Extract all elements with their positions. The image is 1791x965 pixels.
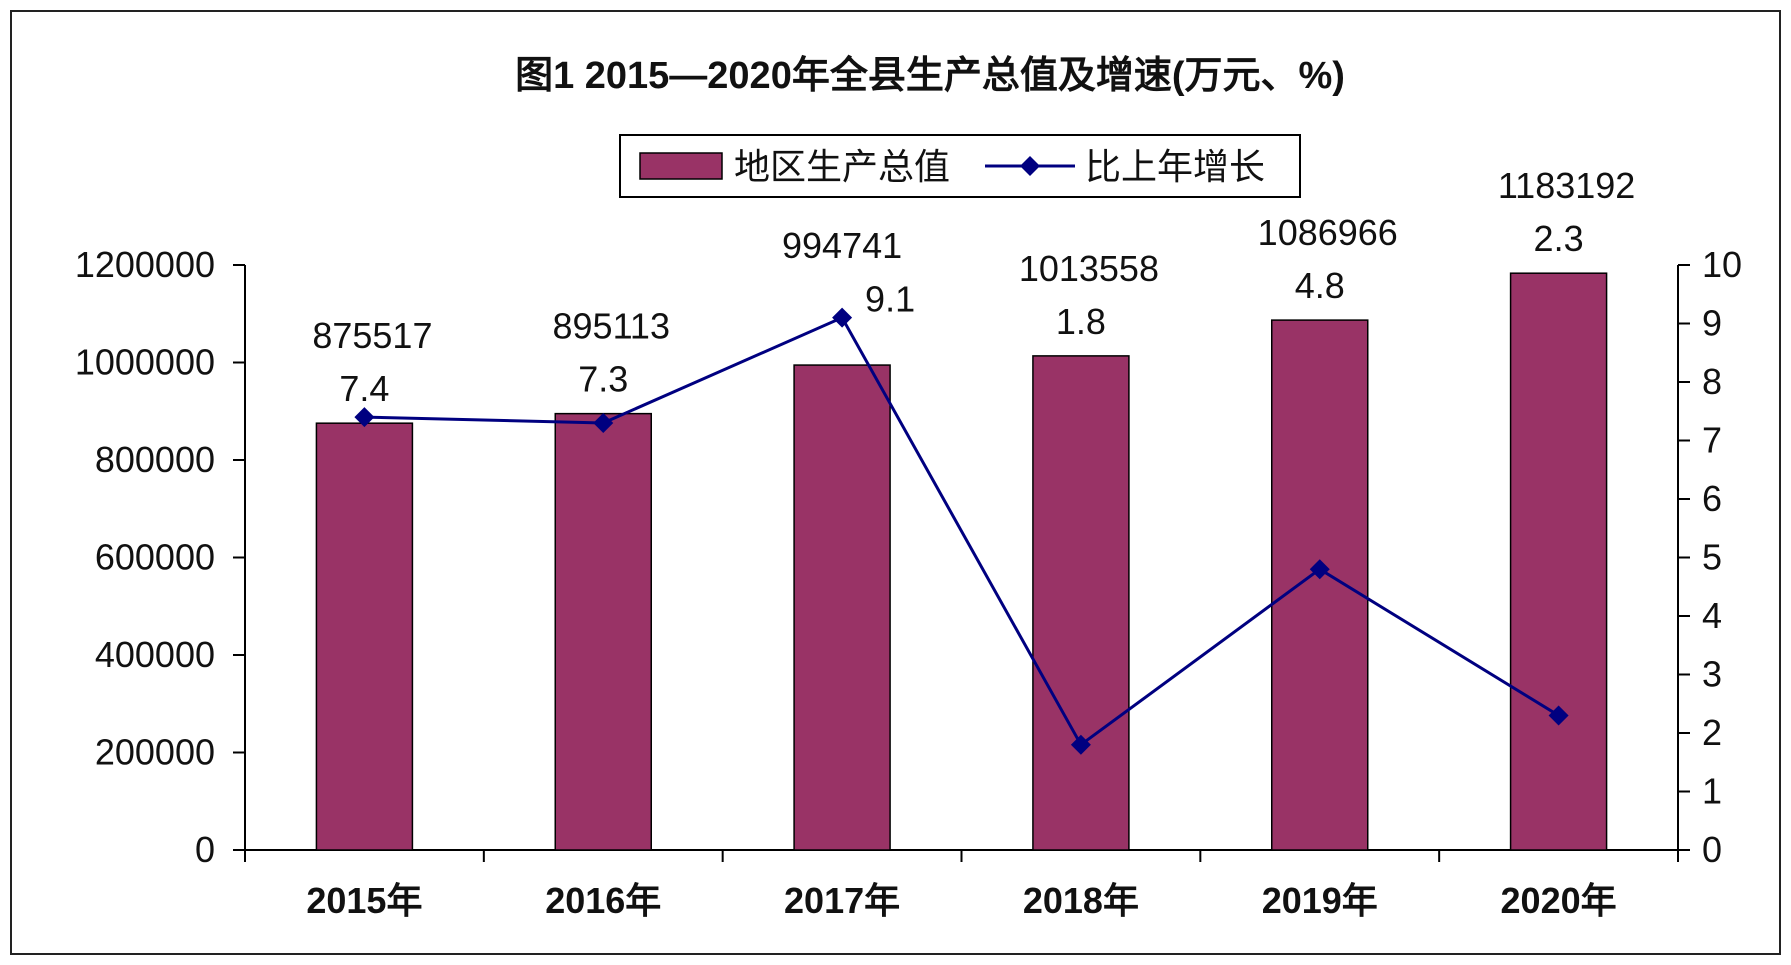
bar	[793, 364, 891, 851]
bar-value-label: 1086966	[1258, 212, 1398, 253]
y-right-tick-label: 10	[1702, 244, 1742, 285]
bar-value-label: 994741	[782, 225, 902, 266]
growth-label: 7.4	[339, 368, 389, 409]
y-left-tick-label: 600000	[95, 537, 215, 578]
y-right-tick-label: 7	[1702, 420, 1722, 461]
bar	[1032, 355, 1130, 851]
bar-value-label: 875517	[312, 315, 432, 356]
x-tick-label: 2017年	[784, 880, 900, 921]
legend-bar-label: 地区生产总值	[734, 146, 950, 187]
chart-title: 图1 2015—2020年全县生产总值及增速(万元、%)	[515, 54, 1345, 97]
line-point	[354, 407, 375, 428]
growth-label: 9.1	[865, 279, 915, 320]
y-right-tick-label: 9	[1702, 303, 1722, 344]
bar	[1271, 319, 1369, 851]
growth-label: 4.8	[1295, 265, 1345, 306]
x-tick-label: 2016年	[545, 880, 661, 921]
x-tick-label: 2020年	[1501, 880, 1617, 921]
growth-line	[354, 307, 1569, 755]
data-labels: 7.4 875517 7.3 895113 9.1 994741 1.8 1013558 4.8…	[312, 165, 1635, 409]
growth-line-path	[364, 315, 1560, 747]
y-left-tick-label: 1000000	[75, 342, 215, 383]
line-point	[1070, 734, 1091, 755]
bar	[315, 422, 414, 851]
y-right-tick-label: 2	[1702, 712, 1722, 753]
bar	[1509, 272, 1608, 851]
growth-label: 1.8	[1056, 301, 1106, 342]
line-point	[593, 412, 614, 433]
line-point	[832, 307, 853, 328]
x-tick-label: 2018年	[1023, 880, 1139, 921]
x-tick-label: 2015年	[306, 880, 422, 921]
legend-box	[619, 134, 1301, 198]
y-right-tick-label: 4	[1702, 595, 1722, 636]
y-left-tick-label: 1200000	[75, 244, 215, 285]
y-left-tick-label: 400000	[95, 634, 215, 675]
bar-value-label: 1013558	[1019, 248, 1159, 289]
y-right-tick-label: 0	[1702, 829, 1722, 870]
legend-bar-swatch	[639, 152, 723, 180]
y-left-tick-label: 800000	[95, 439, 215, 480]
bars	[315, 272, 1608, 851]
legend-line-label: 比上年增长	[1085, 146, 1265, 187]
y-right-tick-label: 3	[1702, 654, 1722, 695]
bar-value-label: 1183192	[1498, 165, 1635, 206]
y-right-tick-label: 8	[1702, 361, 1722, 402]
line-point	[1548, 705, 1569, 726]
legend: 地区生产总值 比上年增长	[619, 134, 1301, 198]
y-right-tick-label: 6	[1702, 478, 1722, 519]
y-left-tick-label: 200000	[95, 732, 215, 773]
axes: 0 200000 400000 600000 800000 1000000 1200000 0…	[75, 244, 1742, 921]
line-point	[1309, 559, 1330, 580]
growth-label: 2.3	[1534, 218, 1584, 259]
y-left-tick-label: 0	[195, 829, 215, 870]
y-right-tick-label: 5	[1702, 537, 1722, 578]
bar-value-label: 895113	[553, 306, 670, 347]
legend-line-marker	[1020, 156, 1040, 176]
growth-label: 7.3	[578, 359, 628, 400]
x-tick-label: 2019年	[1262, 880, 1378, 921]
y-right-tick-label: 1	[1702, 771, 1722, 812]
bar	[554, 412, 652, 851]
